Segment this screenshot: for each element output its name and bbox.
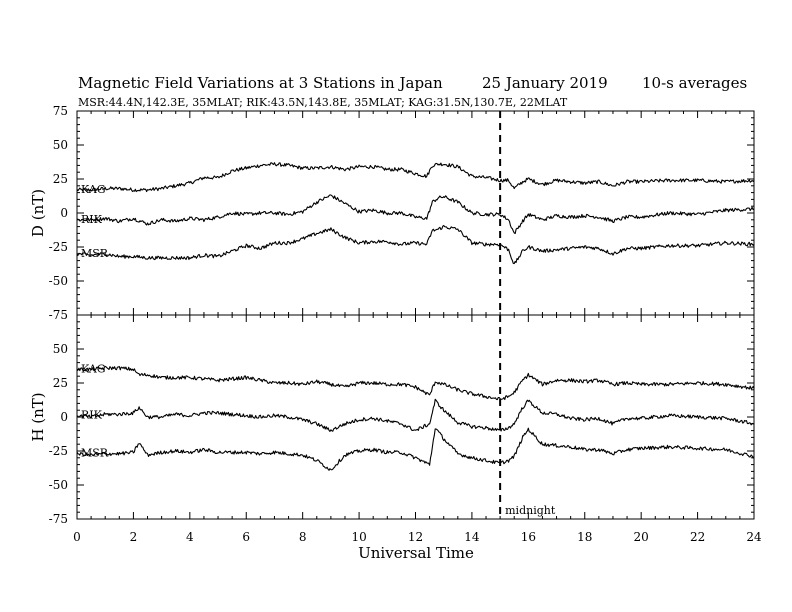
y-tick-label: 0 — [60, 206, 68, 220]
x-tick-label: 12 — [408, 530, 423, 544]
x-tick-label: 8 — [299, 530, 307, 544]
series-line-rik-h — [76, 398, 755, 432]
x-tick-label: 14 — [464, 530, 480, 544]
x-tick-label: 20 — [634, 530, 649, 544]
series-label-msr: MSR — [81, 247, 109, 260]
x-tick-label: 2 — [130, 530, 138, 544]
y-tick-label: 25 — [53, 172, 68, 186]
series-label-kag: KAG — [81, 183, 106, 196]
series-line-rik-d — [76, 194, 755, 235]
series-label-rik: RIK — [81, 409, 103, 422]
y-tick-label: -50 — [49, 274, 68, 288]
y-tick-label: -25 — [49, 240, 68, 254]
series-label-rik: RIK — [81, 213, 103, 226]
y-tick-label: 25 — [53, 376, 68, 390]
series-line-msr-h — [76, 427, 755, 471]
x-tick-label: 24 — [746, 530, 762, 544]
series-label-msr: MSR — [81, 447, 109, 460]
series-label-kag: KAG — [81, 362, 106, 375]
series-line-kag-d — [76, 162, 755, 193]
plot-area: 75 50 25 0 -25 -50 -75 D (nT) KAG RIK MSR 50 25 0 -25 -… — [29, 104, 762, 544]
series-line-msr-d — [76, 224, 755, 265]
x-tick-label: 6 — [242, 530, 250, 544]
chart-date: 25 January 2019 — [482, 74, 608, 92]
y-tick-label: 75 — [53, 104, 68, 118]
panel-d-frame — [76, 110, 755, 316]
series-line-kag-h — [76, 365, 755, 401]
y-axis-label-h: H (nT) — [29, 392, 47, 441]
x-tick-label: 0 — [73, 530, 81, 544]
stations-info: MSR:44.4N,142.3E, 35MLAT; RIK:43.5N,143.… — [78, 96, 568, 109]
x-tick-label: 4 — [186, 530, 194, 544]
x-tick-label: 10 — [351, 530, 366, 544]
x-tick-label: 22 — [690, 530, 705, 544]
y-tick-label: 0 — [60, 410, 68, 424]
x-tick-label: 16 — [521, 530, 536, 544]
y-tick-label: -75 — [49, 512, 68, 526]
y-tick-label: 50 — [53, 138, 68, 152]
y-tick-label: 50 — [53, 342, 68, 356]
midnight-label: midnight — [505, 504, 556, 517]
y-tick-label: -25 — [49, 444, 68, 458]
y-tick-label: -75 — [49, 308, 68, 322]
chart-averaging: 10-s averages — [642, 74, 747, 92]
y-axis-label-d: D (nT) — [29, 189, 47, 237]
x-tick-label: 18 — [577, 530, 592, 544]
chart-title: Magnetic Field Variations at 3 Stations … — [78, 74, 443, 92]
x-axis-label: Universal Time — [358, 544, 474, 562]
y-tick-label: -50 — [49, 478, 68, 492]
